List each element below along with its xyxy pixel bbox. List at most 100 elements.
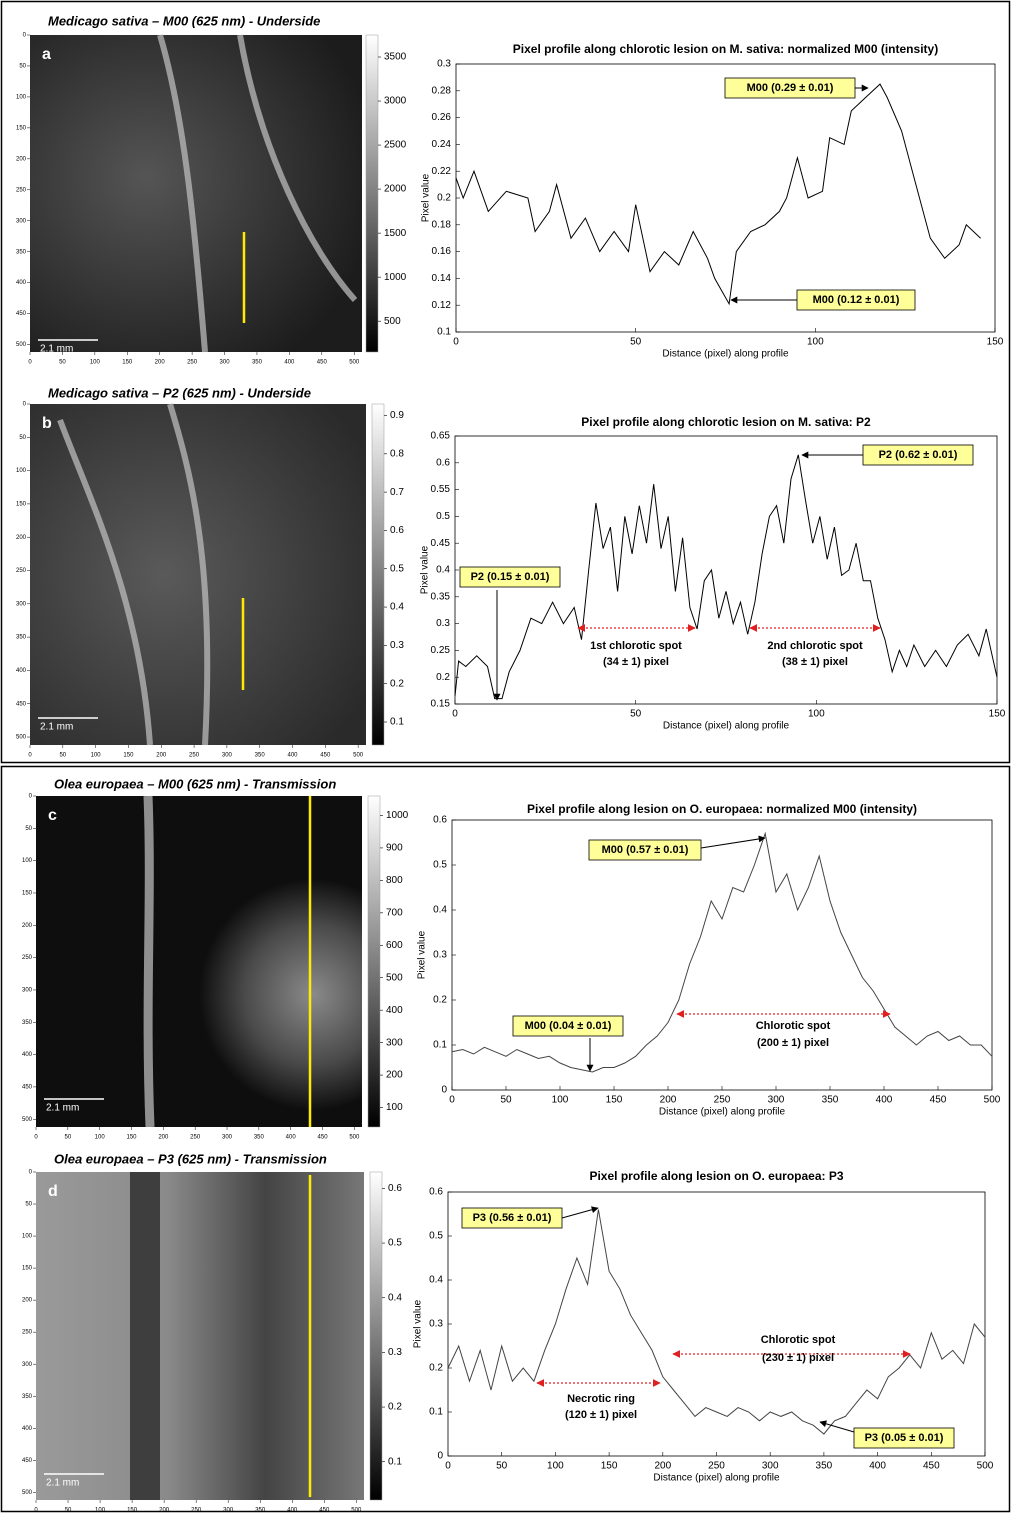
panel-border: [0, 765, 1011, 1513]
x-tick-label: 400: [876, 1095, 893, 1106]
leaf-image: [36, 796, 362, 1127]
annotation-box: [459, 566, 561, 588]
colorbar-tick-label: 700: [386, 907, 403, 918]
panel-label: c: [48, 807, 57, 824]
annotation-arrow: [561, 1206, 599, 1219]
image-title: Olea europaea – M00 (625 nm) - Transmiss…: [54, 776, 336, 791]
x-tick-label: 400: [284, 360, 295, 366]
panel-label: b: [42, 415, 52, 432]
y-tick-label: 400: [22, 1052, 33, 1058]
x-tick-label: 150: [601, 1461, 618, 1472]
x-tick-label: 100: [91, 753, 102, 759]
y-tick-label: 500: [16, 735, 27, 741]
x-tick-label: 350: [254, 1135, 265, 1141]
y-tick-label: 0.1: [437, 327, 451, 338]
x-tick-label: 50: [64, 1135, 71, 1141]
colorbar-tick-label: 0.3: [388, 1347, 402, 1358]
x-axis-label: Distance (pixel) along profile: [663, 721, 790, 732]
y-tick-label: 0.26: [432, 112, 452, 123]
profile-line: [455, 83, 981, 306]
y-tick-label: 250: [16, 187, 27, 193]
panel-label: a: [42, 46, 51, 63]
x-tick-label: 250: [187, 360, 198, 366]
colorbar: [367, 795, 381, 1128]
y-tick-label: 0.5: [436, 511, 450, 522]
y-tick-label: 0.25: [431, 645, 451, 656]
x-tick-label: 200: [158, 1135, 169, 1141]
annotation: P2 (0.15 ± 0.01): [471, 571, 550, 583]
x-axis-label: Distance (pixel) along profile: [659, 1107, 786, 1118]
x-tick-label: 500: [351, 1508, 362, 1513]
y-tick-label: 0.3: [437, 59, 451, 70]
x-tick-label: 500: [984, 1095, 1001, 1106]
panel-label: d: [48, 1183, 58, 1200]
x-tick-label: 150: [127, 1508, 138, 1513]
colorbar-tick-label: 0.6: [390, 525, 404, 536]
x-tick-label: 250: [708, 1461, 725, 1472]
y-tick-label: 350: [22, 1020, 33, 1026]
y-tick-label: 150: [22, 891, 33, 897]
annotation: M00 (0.12 ± 0.01): [813, 294, 900, 306]
x-tick-label: 150: [989, 709, 1006, 720]
scale-bar-label: 2.1 mm: [40, 344, 73, 355]
y-tick-label: 200: [22, 923, 33, 929]
annotation-box: [724, 77, 856, 99]
x-tick-label: 50: [630, 337, 642, 348]
scale-bar-label: 2.1 mm: [46, 1103, 79, 1114]
y-tick-label: 0.18: [432, 219, 452, 230]
colorbar-tick-label: 0.5: [388, 1238, 402, 1249]
y-tick-label: 250: [16, 568, 27, 574]
y-tick-label: 450: [16, 701, 27, 707]
colorbar-tick-label: 900: [386, 843, 403, 854]
chart-title: Pixel profile along lesion on O. europae…: [589, 1169, 843, 1183]
colorbar-tick-label: 100: [386, 1102, 403, 1113]
colorbar-tick-label: 0.2: [388, 1402, 402, 1413]
x-tick-label: 100: [808, 709, 825, 720]
x-tick-label: 450: [318, 1135, 329, 1141]
y-tick-label: 400: [22, 1426, 33, 1432]
x-tick-label: 450: [320, 753, 331, 759]
y-tick-label: 500: [22, 1117, 33, 1123]
x-tick-label: 300: [223, 1508, 234, 1513]
x-tick-label: 500: [349, 1135, 360, 1141]
y-tick-label: 200: [22, 1298, 33, 1304]
y-tick-label: 0.14: [432, 273, 452, 284]
annotation-arrow: [819, 1420, 855, 1433]
y-axis-label: Pixel value: [417, 930, 428, 979]
x-axis-label: Distance (pixel) along profile: [653, 1473, 780, 1484]
y-tick-label: 250: [22, 1330, 33, 1336]
colorbar-tick-label: 0.7: [390, 487, 404, 498]
x-tick-label: 100: [95, 1508, 106, 1513]
y-tick-label: 0.15: [431, 699, 451, 710]
y-tick-label: 0.3: [436, 618, 450, 629]
annotation: (230 ± 1) pixel: [762, 1352, 834, 1364]
leaf-image: [36, 1172, 364, 1500]
colorbar-tick-label: 0.2: [390, 678, 404, 689]
leaf-image: [30, 35, 362, 352]
x-tick-label: 100: [552, 1095, 569, 1106]
y-tick-label: 300: [22, 988, 33, 994]
leaf-image: [30, 404, 366, 745]
y-tick-label: 0.2: [437, 193, 451, 204]
colorbar: [365, 34, 379, 353]
colorbar-tick-label: 0.5: [390, 563, 404, 574]
image-title: Medicago sativa – P2 (625 nm) - Undersid…: [48, 385, 311, 400]
x-tick-label: 100: [95, 1135, 106, 1141]
y-tick-label: 0.2: [429, 1363, 443, 1374]
colorbar-tick-label: 500: [386, 972, 403, 983]
y-tick-label: 0.6: [433, 815, 447, 826]
annotation: M00 (0.29 ± 0.01): [747, 82, 834, 94]
x-tick-label: 200: [156, 753, 167, 759]
leaf-vein: [157, 34, 208, 353]
y-tick-label: 300: [22, 1362, 33, 1368]
x-tick-label: 400: [286, 1135, 297, 1141]
y-tick-label: 0.5: [433, 860, 447, 871]
x-tick-label: 0: [449, 1095, 455, 1106]
y-tick-label: 0.28: [432, 85, 452, 96]
x-tick-label: 250: [189, 753, 200, 759]
annotation-box: [512, 1015, 624, 1037]
colorbar-tick-label: 500: [384, 316, 401, 327]
x-tick-label: 0: [34, 1508, 38, 1513]
